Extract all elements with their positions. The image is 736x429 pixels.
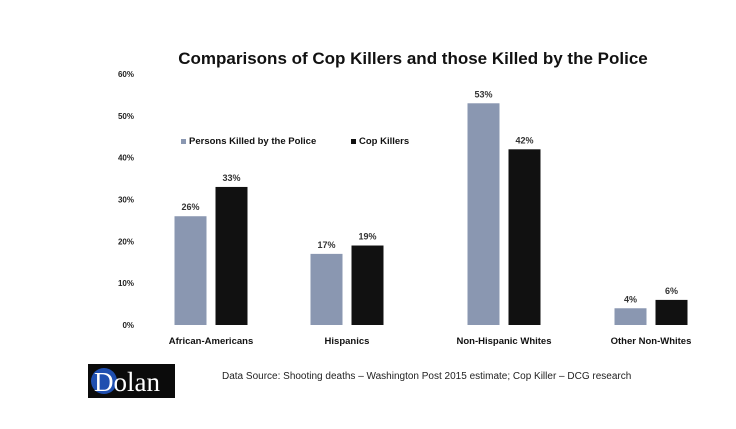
logo-circle xyxy=(91,368,117,394)
legend-label: Cop Killers xyxy=(359,136,409,147)
category-label: Other Non-Whites xyxy=(611,336,692,347)
data-label: 17% xyxy=(317,240,335,250)
bar-cop-killers xyxy=(351,245,384,325)
y-axis: 0% 10% 20% 30% 40% 50% 60% xyxy=(118,70,134,330)
category-label: African-Americans xyxy=(169,336,253,347)
bar-cop-killers xyxy=(215,186,248,325)
y-tick-label: 20% xyxy=(118,237,134,246)
data-label: 33% xyxy=(222,173,240,183)
y-tick-label: 50% xyxy=(118,112,134,121)
legend-swatch xyxy=(351,139,356,144)
bar-cop-killers xyxy=(655,299,688,325)
data-labels: 26% 17% 53% 4% 33% 19% 42% 6% xyxy=(181,89,678,304)
data-label: 4% xyxy=(624,294,637,304)
legend-swatch xyxy=(181,139,186,144)
category-label: Hispanics xyxy=(325,336,370,347)
y-tick-label: 60% xyxy=(118,70,134,79)
bar-killed-by-police xyxy=(614,308,647,325)
bar-killed-by-police xyxy=(467,103,500,326)
legend: Persons Killed by the Police Cop Killers xyxy=(181,136,409,147)
dolan-logo: Dolan xyxy=(88,364,175,398)
y-tick-label: 0% xyxy=(122,321,134,330)
category-label: Non-Hispanic Whites xyxy=(456,336,551,347)
y-tick-label: 40% xyxy=(118,154,134,163)
chart-title: Comparisons of Cop Killers and those Kil… xyxy=(178,49,647,68)
legend-label: Persons Killed by the Police xyxy=(189,136,316,147)
bar-killed-by-police xyxy=(174,216,207,325)
data-label: 6% xyxy=(665,286,678,296)
bar-cop-killers xyxy=(508,149,541,325)
y-tick-label: 10% xyxy=(118,279,134,288)
y-tick-label: 30% xyxy=(118,196,134,205)
bar-killed-by-police xyxy=(310,253,343,325)
data-source: Data Source: Shooting deaths – Washingto… xyxy=(222,371,631,382)
data-label: 42% xyxy=(515,135,533,145)
bars xyxy=(174,103,688,326)
category-labels: African-Americans Hispanics Non-Hispanic W… xyxy=(169,336,692,347)
logo-text: Dolan xyxy=(94,367,160,397)
data-label: 53% xyxy=(474,89,492,99)
data-label: 26% xyxy=(181,202,199,212)
data-label: 19% xyxy=(358,232,376,242)
